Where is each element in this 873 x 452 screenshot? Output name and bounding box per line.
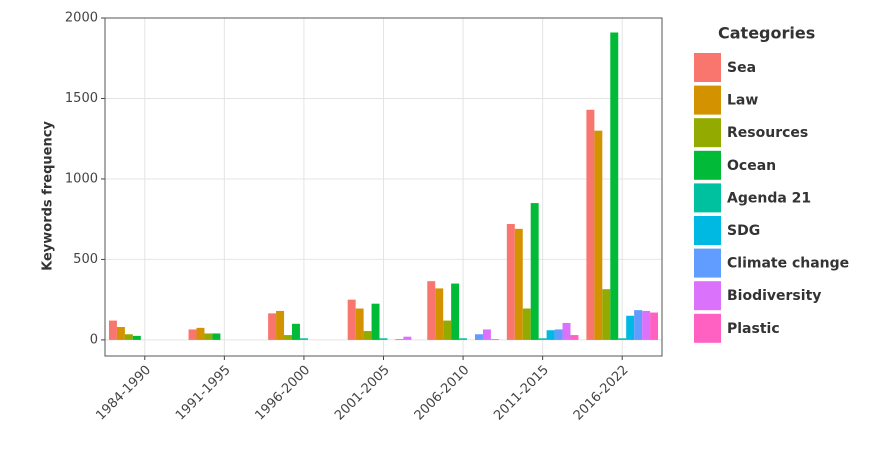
bar [602,289,611,340]
bar [284,335,292,340]
bar [506,224,515,340]
bar [395,339,404,340]
bar [427,281,436,340]
bar [347,299,356,340]
bar [642,310,651,340]
bar [538,338,547,340]
x-tick-label: 2016-2022 [571,363,632,424]
bar [586,109,595,340]
x-tick-label: 1984-1990 [93,363,154,424]
bar [634,310,643,340]
bar [443,320,452,340]
bar [363,331,372,340]
legend-key [694,216,721,245]
bar [212,333,221,340]
x-tick-label: 1996-2000 [253,363,314,424]
x-tick-label: 2001-2005 [332,363,393,424]
legend-key [694,150,721,180]
legend-key [694,248,721,278]
bar [570,335,579,340]
legend-key [694,118,721,148]
bar [403,336,412,340]
bar [124,334,133,340]
bar [108,320,117,340]
bar [459,338,468,340]
bar [371,303,380,340]
y-axis-title: Keywords frequency [41,121,56,271]
bar [435,288,444,340]
legend-key [694,281,721,311]
bar [291,323,300,340]
legend-label: Ocean [727,158,776,174]
legend-label: Resources [727,125,808,141]
bar [204,333,213,340]
bar [594,130,603,340]
legend-key [694,53,721,82]
bar [299,338,308,340]
x-tick-label: 1991-1995 [173,363,234,424]
y-tick-label: 0 [90,332,98,347]
bar [268,313,277,340]
y-tick-label: 500 [73,252,98,267]
legend-label: Law [727,93,758,109]
bar [482,329,491,340]
legend-key [694,85,721,115]
bar [610,32,619,340]
legend-title: Categories [718,24,815,43]
legend-label: Climate change [727,256,849,272]
bar [554,329,563,340]
y-tick-label: 1000 [65,171,98,186]
plot-border [104,17,663,357]
legend-key [694,313,721,343]
bar [196,327,205,340]
bar [626,315,635,340]
bar [514,228,523,340]
bar [546,330,555,340]
bar [490,339,499,340]
bar [451,283,460,340]
bar [475,334,483,340]
bar [530,203,539,340]
y-tick-label: 1500 [65,91,98,106]
bar [522,308,531,340]
legend-key [694,183,721,213]
legend-label: Sea [727,60,756,76]
x-tick-label: 2011-2015 [491,363,552,424]
legend-label: Agenda 21 [727,190,811,206]
bar [132,335,141,340]
legend-label: Biodiversity [727,288,821,304]
bar [379,338,388,340]
bar [562,323,571,340]
bar [188,329,197,340]
x-tick-label: 2006-2010 [412,363,473,424]
bar [618,338,627,340]
bar [116,327,125,340]
bar [276,310,285,340]
y-tick-label: 2000 [65,11,98,26]
legend-label: Plastic [727,321,780,337]
bar [650,312,659,340]
bar [355,308,364,340]
legend-label: SDG [727,223,760,239]
